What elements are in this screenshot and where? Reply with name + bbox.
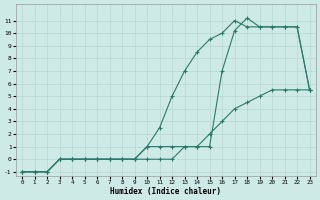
X-axis label: Humidex (Indice chaleur): Humidex (Indice chaleur) — [110, 187, 221, 196]
